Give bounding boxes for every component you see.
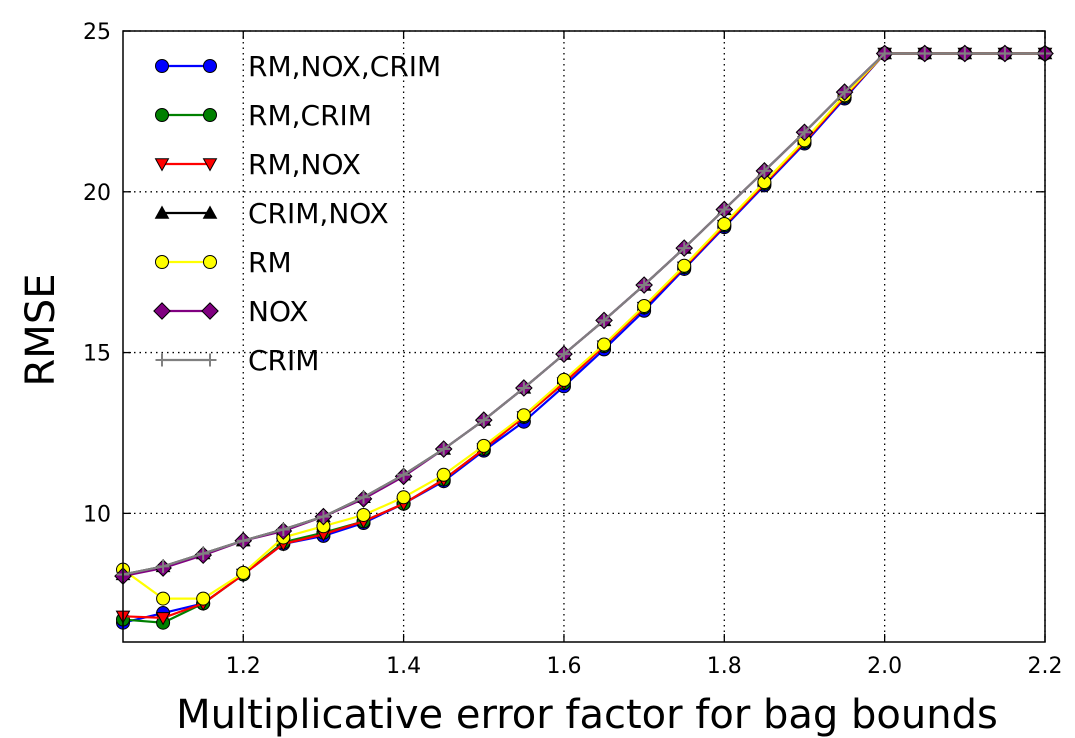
legend-entry: CRIM,NOX — [154, 197, 389, 230]
legend-entry: RM,NOX,CRIM — [155, 50, 441, 83]
x-tick-label: 1.2 — [226, 654, 261, 679]
legend-label: CRIM,NOX — [248, 197, 389, 230]
series-line — [122, 52, 1045, 576]
axis-ticks: 1.2 1.4 1.6 1.8 2.0 2.2 10 15 20 25 — [83, 20, 1063, 679]
data-point — [597, 337, 612, 352]
data-point — [356, 507, 371, 522]
legend-entry: RM,NOX — [154, 148, 361, 181]
data-point — [677, 258, 692, 273]
data-point — [838, 85, 852, 99]
data-point — [717, 216, 732, 231]
legend-marker — [202, 158, 218, 172]
data-point — [677, 241, 691, 255]
data-point — [396, 490, 411, 505]
data-point — [557, 347, 571, 361]
x-tick-label: 2.2 — [1028, 654, 1063, 679]
legend-marker — [203, 59, 217, 73]
plot-frame — [122, 30, 1046, 643]
legend-label: RM — [248, 246, 292, 279]
data-point — [156, 591, 171, 606]
series-line — [122, 52, 1045, 620]
series-crim — [116, 47, 1052, 581]
data-point — [556, 372, 571, 387]
data-point — [436, 467, 451, 482]
legend-marker — [154, 158, 170, 172]
legend-label: NOX — [248, 295, 308, 328]
legend-entry: NOX — [153, 295, 308, 328]
legend-label: CRIM — [248, 344, 319, 377]
data-point — [437, 442, 451, 456]
data-point — [517, 381, 531, 395]
data-point — [918, 47, 932, 61]
data-point — [236, 534, 250, 548]
data-point — [156, 559, 170, 573]
legend-entry: CRIM — [155, 344, 319, 377]
y-axis-label: RMSE — [18, 274, 64, 387]
legend-marker — [155, 255, 169, 269]
data-point — [878, 47, 892, 61]
data-point — [477, 413, 491, 427]
data-point — [276, 522, 290, 536]
legend-marker — [153, 302, 171, 320]
legend-marker — [155, 59, 169, 73]
legend-label: RM,NOX — [248, 148, 361, 181]
x-tick-label: 1.6 — [546, 654, 581, 679]
legend-label: RM,NOX,CRIM — [248, 50, 441, 83]
data-point — [797, 125, 811, 139]
data-point — [196, 591, 211, 606]
data-point — [998, 47, 1012, 61]
data-point — [196, 547, 210, 561]
legend-marker — [201, 302, 219, 320]
data-point — [397, 468, 411, 482]
data-point — [717, 202, 731, 216]
legend: RM,NOX,CRIM RM,CRIM RM,NOX CRIM,NOX RM NOX CRI… — [153, 50, 441, 377]
legend-marker — [155, 353, 169, 367]
legend-entry: RM — [155, 246, 292, 279]
data-point — [637, 278, 651, 292]
legend-marker — [202, 205, 218, 219]
legend-entry: RM,CRIM — [155, 99, 372, 132]
y-tick-label: 10 — [83, 502, 111, 527]
data-point — [958, 47, 972, 61]
x-tick-label: 1.8 — [707, 654, 742, 679]
legend-marker — [203, 255, 217, 269]
legend-label: RM,CRIM — [248, 99, 372, 132]
x-tick-label: 1.4 — [386, 654, 421, 679]
data-point — [357, 490, 371, 504]
data-point — [476, 438, 491, 453]
x-tick-label: 2.0 — [867, 654, 902, 679]
data-point — [236, 565, 251, 580]
y-tick-label: 25 — [83, 20, 111, 45]
data-point — [316, 510, 330, 524]
data-point — [597, 313, 611, 327]
legend-marker — [203, 108, 217, 122]
x-axis-label: Multiplicative error factor for bag boun… — [176, 692, 998, 738]
legend-marker — [155, 108, 169, 122]
legend-marker — [203, 353, 217, 367]
legend-marker — [154, 205, 170, 219]
series-lines — [114, 44, 1054, 630]
data-point — [155, 612, 171, 626]
data-point — [637, 298, 652, 313]
data-point — [757, 164, 771, 178]
y-tick-label: 20 — [83, 181, 111, 206]
y-tick-label: 15 — [83, 342, 111, 367]
data-point — [516, 408, 531, 423]
